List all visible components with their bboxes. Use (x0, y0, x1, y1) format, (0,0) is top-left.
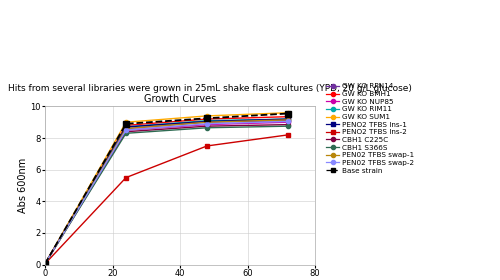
Line: GW KO NUP85: GW KO NUP85 (43, 120, 290, 266)
CBH1 C225C (285, 123, 291, 126)
PENO2 TFBS Ins-2 (285, 133, 291, 137)
GW KO NUP85 (204, 123, 210, 126)
CBH1 S366S (42, 262, 48, 265)
GW KO RIM11 (42, 262, 48, 265)
PENO2 TFBS Ins-1 (285, 117, 291, 121)
Legend: GW KO RPN14, GW KO BMH1, GW KO NUP85, GW KO RIM11, GW KO SUM1, PENO2 TFBS Ins-1,: GW KO RPN14, GW KO BMH1, GW KO NUP85, GW… (326, 83, 414, 174)
Line: PEN02 TFBS swap-1: PEN02 TFBS swap-1 (43, 118, 290, 266)
PEN02 TFBS swap-2 (285, 120, 291, 123)
Line: CBH1 C225C: CBH1 C225C (43, 123, 290, 266)
CBH1 S366S (123, 132, 129, 135)
Line: PENO2 TFBS Ins-2: PENO2 TFBS Ins-2 (43, 133, 290, 266)
PENO2 TFBS Ins-2 (204, 144, 210, 148)
GW KO BMH1 (123, 124, 129, 127)
GW KO BMH1 (204, 117, 210, 121)
GW KO NUP85 (285, 120, 291, 124)
GW KO BMH1 (285, 115, 291, 118)
Base strain (123, 122, 129, 125)
Base strain (42, 262, 48, 265)
PEN02 TFBS swap-1 (204, 120, 210, 124)
Line: PEN02 TFBS swap-2: PEN02 TFBS swap-2 (43, 119, 290, 266)
CBH1 C225C (204, 125, 210, 128)
Base strain (285, 112, 291, 115)
PEN02 TFBS swap-2 (123, 129, 129, 132)
PENO2 TFBS Ins-2 (123, 176, 129, 179)
GW KO SUM1 (204, 114, 210, 118)
Line: GW KO RIM11: GW KO RIM11 (43, 117, 290, 266)
CBH1 S366S (204, 126, 210, 129)
PEN02 TFBS swap-2 (204, 122, 210, 125)
Line: PENO2 TFBS Ins-1: PENO2 TFBS Ins-1 (43, 117, 290, 266)
GW KO RPN14 (285, 119, 291, 122)
Y-axis label: Abs 600nm: Abs 600nm (18, 158, 28, 213)
GW KO NUP85 (42, 262, 48, 265)
Line: Base strain: Base strain (42, 111, 291, 267)
Text: Small differences in growth profiles between hits: Small differences in growth profiles bet… (8, 17, 432, 32)
GW KO BMH1 (42, 262, 48, 265)
PENO2 TFBS Ins-1 (42, 262, 48, 265)
PENO2 TFBS Ins-1 (204, 120, 210, 123)
Line: GW KO SUM1: GW KO SUM1 (43, 111, 290, 266)
GW KO SUM1 (42, 262, 48, 265)
GW KO RPN14 (204, 120, 210, 124)
PEN02 TFBS swap-1 (285, 118, 291, 122)
PENO2 TFBS Ins-2 (42, 262, 48, 265)
GW KO RIM11 (204, 119, 210, 122)
GW KO RIM11 (285, 117, 291, 121)
PEN02 TFBS swap-1 (123, 127, 129, 130)
PEN02 TFBS swap-2 (42, 262, 48, 265)
GW KO SUM1 (285, 111, 291, 115)
GW KO RPN14 (42, 262, 48, 265)
CBH1 S366S (285, 125, 291, 128)
Text: Hits from several libraries were grown in 25mL shake flask cultures (YPD, 20 g/L: Hits from several libraries were grown i… (8, 84, 411, 93)
CBH1 C225C (123, 130, 129, 133)
PENO2 TFBS Ins-1 (123, 125, 129, 129)
GW KO RPN14 (123, 127, 129, 130)
Base strain (204, 116, 210, 120)
Line: GW KO RPN14: GW KO RPN14 (43, 118, 290, 266)
Text: and base strain in shake flasks: and base strain in shake flasks (8, 52, 273, 66)
Line: GW KO BMH1: GW KO BMH1 (43, 115, 290, 266)
PEN02 TFBS swap-1 (42, 262, 48, 265)
Title: Growth Curves: Growth Curves (144, 94, 216, 104)
GW KO RIM11 (123, 125, 129, 129)
GW KO NUP85 (123, 129, 129, 132)
GW KO SUM1 (123, 120, 129, 124)
CBH1 C225C (42, 262, 48, 265)
Line: CBH1 S366S: CBH1 S366S (43, 124, 290, 266)
